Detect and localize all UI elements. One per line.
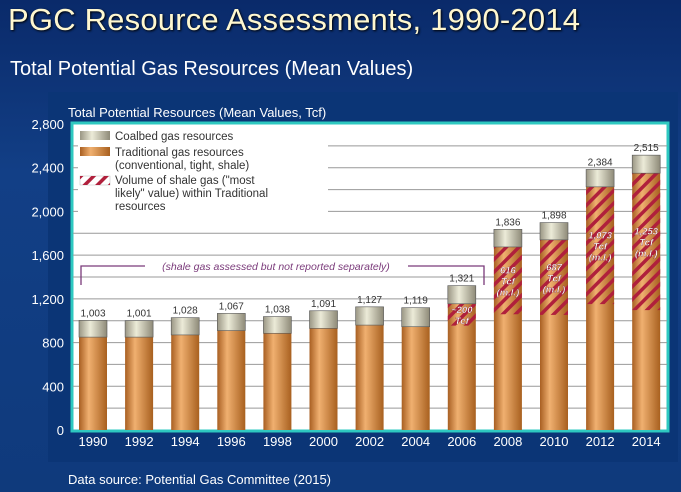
x-tick-label: 2012	[586, 434, 615, 449]
data-source: Data source: Potential Gas Committee (20…	[68, 472, 332, 487]
bar-coalbed	[493, 229, 523, 248]
x-tick-label: 1992	[125, 434, 154, 449]
legend-label: Traditional gas resources	[115, 147, 244, 159]
legend-swatch-coalbed	[80, 131, 110, 140]
x-tick-label: 1998	[263, 434, 292, 449]
total-label: 1,038	[265, 305, 290, 316]
shale-label: 616	[500, 266, 517, 277]
y-tick-label: 0	[57, 423, 64, 438]
shale-label: Tcf	[639, 238, 654, 249]
bar-traditional	[217, 330, 246, 430]
bar-coalbed	[539, 222, 569, 241]
total-label: 1,001	[127, 309, 152, 320]
bar-coalbed	[631, 154, 661, 174]
x-tick-label: 2002	[355, 434, 384, 449]
slide-title: PGC Resource Assessments, 1990-2014	[8, 2, 581, 37]
bar-shale	[632, 173, 661, 311]
shale-label: Tcf	[593, 241, 608, 252]
total-label: 1,091	[311, 299, 336, 310]
total-label: 2,515	[634, 143, 659, 154]
total-label: 1,119	[404, 296, 429, 307]
bar-shale	[586, 186, 615, 305]
bar-coalbed	[124, 320, 154, 338]
x-tick-label: 2010	[540, 434, 569, 449]
x-tick-label: 1996	[217, 434, 246, 449]
total-label: 2,384	[588, 157, 613, 168]
bar-coalbed	[309, 310, 338, 329]
bar-coalbed	[170, 317, 200, 336]
bar-traditional	[309, 328, 338, 430]
x-tick-label: 1990	[79, 434, 108, 449]
bar-shale	[540, 239, 568, 315]
shale-label: 1,253	[634, 227, 658, 238]
bar-coalbed	[217, 313, 246, 331]
legend-label: Coalbed gas resources	[115, 131, 234, 143]
bar-traditional	[125, 337, 154, 430]
bar-traditional	[79, 337, 107, 430]
y-tick-label: 400	[42, 379, 64, 394]
x-tick-label: 2006	[447, 434, 476, 449]
bar-coalbed	[401, 307, 431, 328]
bar-traditional	[263, 333, 292, 430]
slide-subtitle: Total Potential Gas Resources (Mean Valu…	[10, 58, 414, 80]
shale-label: (m.l.)	[635, 249, 658, 260]
bar-coalbed	[447, 285, 477, 305]
shale-label: (m.l.)	[497, 288, 520, 299]
shale-label: (m.l.)	[589, 252, 612, 263]
shale-label: 687	[546, 262, 563, 273]
x-tick-label: 2000	[309, 434, 338, 449]
x-tick-label: 1994	[171, 434, 200, 449]
bar-coalbed	[355, 306, 384, 326]
y-tick-label: 2,800	[31, 117, 64, 132]
legend-label: (conventional, tight, shale)	[115, 160, 249, 172]
shale-label: Tcf	[455, 316, 470, 327]
chart-title: Total Potential Resources (Mean Values, …	[68, 105, 326, 120]
bar-traditional	[401, 326, 430, 430]
bar-traditional	[355, 325, 384, 430]
shale-label: (m.l.)	[543, 284, 566, 295]
shale-label: 1,073	[588, 230, 612, 241]
y-tick-label: 1,600	[31, 248, 64, 263]
x-tick-label: 2008	[493, 434, 522, 449]
total-label: 1,127	[357, 295, 382, 306]
annotation-text: (shale gas assessed but not reported sep…	[162, 261, 390, 273]
shale-label: Tcf	[501, 277, 516, 288]
total-label: 1,003	[80, 308, 105, 319]
shale-label: Tcf	[547, 273, 562, 284]
total-label: 1,898	[541, 211, 566, 222]
shale-label: ~200	[451, 305, 473, 316]
bar-shale	[493, 246, 522, 315]
legend-label: resources	[115, 201, 166, 213]
total-label: 1,321	[449, 274, 474, 285]
y-tick-label: 1,200	[31, 292, 64, 307]
y-tick-label: 2,000	[31, 204, 64, 219]
total-label: 1,028	[173, 306, 198, 317]
y-tick-label: 800	[42, 336, 64, 351]
total-label: 1,067	[219, 301, 244, 312]
y-tick-label: 2,400	[31, 161, 64, 176]
total-label: 1,836	[495, 217, 520, 228]
bar-coalbed	[263, 316, 292, 334]
bar-traditional	[171, 334, 200, 430]
x-tick-label: 2004	[401, 434, 430, 449]
bar-coalbed	[78, 320, 108, 338]
bar-coalbed	[585, 169, 615, 188]
annotation-bracket: (shale gas assessed but not reported sep…	[80, 261, 485, 285]
legend-label: likely" value) within Traditional	[115, 188, 268, 200]
legend-swatch-traditional	[80, 147, 110, 156]
legend-label: Volume of shale gas ("most	[115, 175, 255, 187]
x-tick-label: 2014	[632, 434, 661, 449]
bar-shale	[447, 303, 476, 326]
